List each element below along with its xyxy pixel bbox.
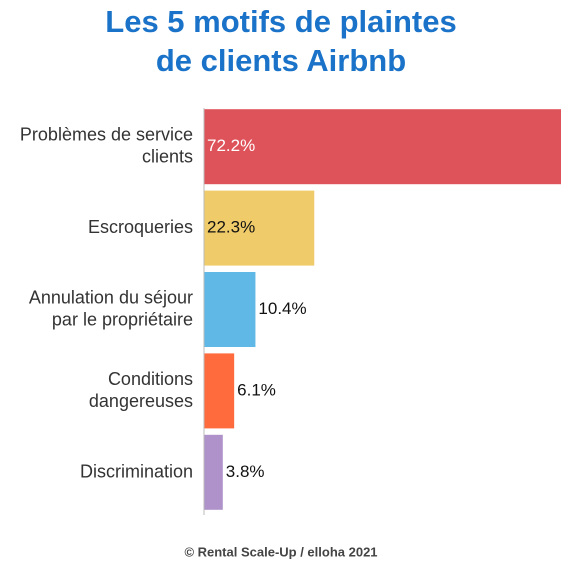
value-label: 3.8% bbox=[226, 462, 265, 481]
category-label: Annulation du séjour par le propriétaire bbox=[29, 287, 193, 329]
bar bbox=[204, 434, 223, 510]
bar bbox=[204, 353, 235, 429]
value-label: 6.1% bbox=[237, 380, 276, 399]
category-label: Escroqueries bbox=[88, 217, 193, 237]
category-label: Discrimination bbox=[80, 461, 193, 481]
chart-title: de clients Airbnb bbox=[156, 43, 406, 78]
source: © Rental Scale-Up / elloha 2021 bbox=[184, 544, 377, 559]
bar bbox=[204, 109, 561, 185]
bar bbox=[204, 190, 315, 266]
value-label: 22.3% bbox=[207, 218, 255, 237]
value-label: 72.2% bbox=[207, 136, 255, 155]
chart-title: Les 5 motifs de plaintes bbox=[105, 4, 456, 39]
value-label: 10.4% bbox=[258, 299, 306, 318]
bar bbox=[204, 272, 256, 347]
category-label: Problèmes de service clients bbox=[20, 124, 193, 166]
category-label: Conditions dangereuses bbox=[89, 369, 193, 411]
